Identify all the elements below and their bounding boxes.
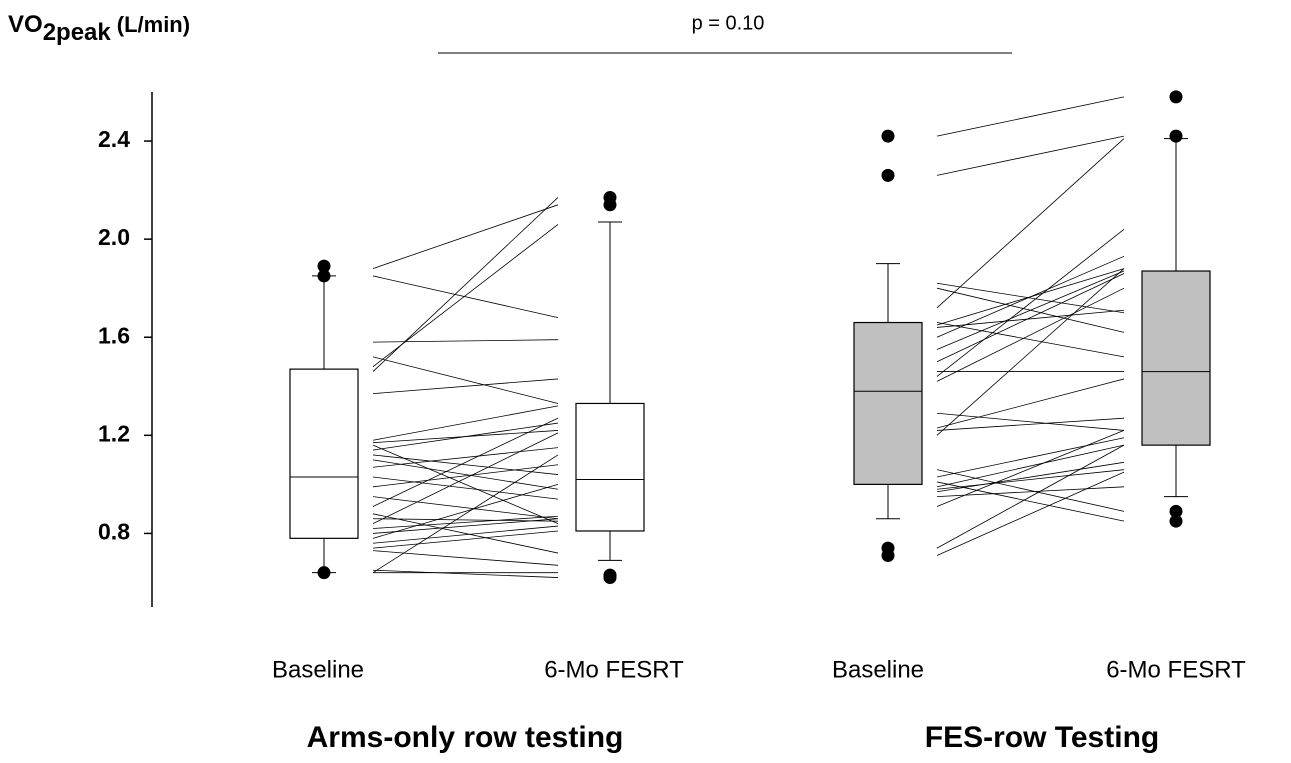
- paired-line: [936, 229, 1125, 377]
- paired-line: [936, 471, 1125, 556]
- outlier: [603, 198, 617, 212]
- outlier: [881, 129, 895, 143]
- paired-line: [372, 417, 559, 507]
- paired-line: [936, 378, 1125, 429]
- box: [853, 321, 923, 485]
- outlier: [881, 549, 895, 562]
- outlier: [1169, 504, 1183, 518]
- outlier: [603, 568, 617, 582]
- paired-line: [372, 550, 559, 566]
- paired-line: [936, 469, 1125, 512]
- box: [575, 402, 645, 532]
- paired-line: [936, 322, 1125, 358]
- paired-line: [936, 412, 1125, 431]
- paired-line: [936, 437, 1125, 478]
- group-label: Arms-only row testing: [307, 721, 624, 754]
- paired-line: [936, 461, 1125, 493]
- paired-line: [372, 459, 559, 490]
- y-tick-label: 1.2: [98, 420, 130, 446]
- paired-line: [936, 255, 1125, 338]
- outlier: [1169, 129, 1183, 143]
- x-tick-label: Baseline: [832, 656, 924, 683]
- paired-line: [372, 275, 559, 319]
- outlier: [1169, 90, 1183, 104]
- group-label: FES-row Testing: [925, 721, 1159, 754]
- paired-line: [372, 444, 559, 524]
- y-tick-label: 1.6: [98, 322, 130, 348]
- paired-line: [372, 454, 559, 475]
- y-tick-label: 0.8: [98, 519, 130, 545]
- paired-line: [372, 339, 559, 343]
- paired-line: [372, 197, 559, 372]
- box: [289, 368, 359, 539]
- paired-line: [936, 444, 1125, 488]
- outlier: [317, 259, 331, 273]
- paired-line: [372, 525, 559, 544]
- x-tick-label: Baseline: [272, 656, 364, 683]
- paired-line: [372, 515, 559, 529]
- paired-line: [936, 481, 1125, 522]
- paired-line: [936, 273, 1125, 363]
- paired-line: [372, 378, 559, 395]
- paired-line: [936, 96, 1125, 137]
- x-tick-label: 6-Mo FESRT: [544, 656, 684, 683]
- y-axis-title-unit: (L/min): [117, 12, 190, 37]
- y-tick-label: 2.0: [98, 224, 130, 250]
- paired-line: [936, 138, 1125, 309]
- paired-line: [936, 430, 1125, 507]
- paired-line: [372, 513, 559, 554]
- paired-line: [936, 282, 1125, 314]
- outlier: [317, 269, 331, 283]
- outlier: [881, 168, 895, 182]
- paired-line: [372, 405, 559, 441]
- paired-line: [372, 530, 559, 549]
- annotation: p = 0.10: [692, 12, 765, 34]
- paired-line: [372, 476, 559, 500]
- paired-line: [372, 432, 559, 524]
- paired-line: [372, 204, 559, 269]
- paired-line: [372, 483, 559, 539]
- paired-line: [936, 469, 1125, 490]
- paired-line: [372, 569, 559, 578]
- outlier: [317, 566, 331, 580]
- paired-line: [936, 270, 1125, 350]
- outlier: [1169, 514, 1183, 528]
- box: [1141, 270, 1211, 446]
- x-tick-label: 6-Mo FESRT: [1106, 656, 1246, 683]
- paired-line: [936, 268, 1125, 436]
- paired-line: [936, 309, 1125, 328]
- y-axis-title-sub: 2peak: [43, 19, 112, 46]
- paired-line: [936, 444, 1125, 549]
- paired-line: [372, 518, 559, 534]
- paired-line: [936, 417, 1125, 431]
- paired-line: [372, 422, 559, 451]
- paired-line: [372, 496, 559, 520]
- paired-line: [372, 447, 559, 468]
- paired-line: [936, 287, 1125, 382]
- paired-line: [372, 454, 559, 574]
- paired-line: [372, 356, 559, 404]
- paired-line: [936, 486, 1125, 498]
- y-axis-title: VO2peak (L/min): [8, 11, 190, 46]
- paired-line: [936, 135, 1125, 176]
- y-tick-label: 2.4: [98, 126, 130, 152]
- paired-line: [372, 464, 559, 488]
- y-axis-title-main: VO: [8, 11, 43, 38]
- paired-line: [372, 518, 559, 522]
